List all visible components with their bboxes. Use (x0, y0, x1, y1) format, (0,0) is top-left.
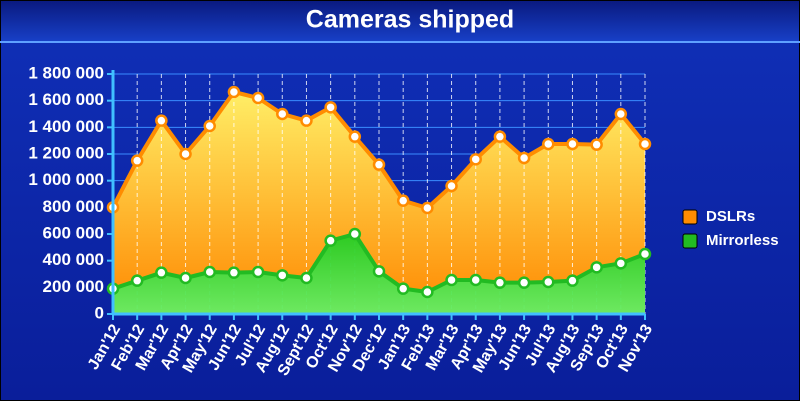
data-point (155, 114, 168, 127)
data-point (445, 179, 458, 193)
data-point (517, 151, 531, 165)
data-point (276, 107, 289, 121)
data-point (590, 138, 603, 151)
data-point (251, 91, 265, 105)
data-point (324, 101, 337, 114)
data-point (251, 265, 265, 279)
data-point (372, 265, 386, 278)
y-tick-label: 0 (95, 303, 104, 322)
data-point (638, 247, 652, 261)
y-tick-label: 1 200 000 (28, 143, 104, 162)
data-point (421, 201, 434, 215)
y-tick-label: 400 000 (43, 250, 104, 269)
data-point (469, 273, 482, 287)
y-tick-label: 600 000 (43, 223, 104, 242)
data-point (517, 276, 531, 289)
data-point (227, 266, 241, 279)
data-point (227, 85, 241, 99)
data-point (396, 282, 410, 295)
legend-label: DSLRs (706, 208, 755, 225)
y-tick-label: 800 000 (43, 197, 104, 216)
data-point (203, 265, 216, 279)
data-point (348, 227, 362, 241)
data-point (421, 285, 434, 299)
data-point (566, 274, 579, 287)
data-point (542, 137, 555, 151)
data-point (203, 119, 216, 133)
data-point (300, 271, 313, 285)
data-point (614, 257, 628, 270)
data-point (130, 274, 144, 287)
data-point (396, 194, 410, 207)
data-point (469, 153, 482, 166)
data-point (300, 114, 313, 127)
data-point (638, 137, 652, 151)
data-point (566, 137, 579, 151)
data-point (179, 147, 192, 161)
data-point (493, 130, 507, 143)
y-tick-label: 1 800 000 (28, 63, 104, 82)
data-point (590, 261, 603, 274)
chart-title: Cameras shipped (306, 6, 514, 34)
data-point (324, 234, 337, 247)
data-point (372, 158, 386, 171)
y-tick-label: 1 400 000 (28, 117, 104, 136)
data-point (179, 271, 192, 285)
legend-swatch (682, 209, 698, 225)
data-point (276, 269, 289, 282)
legend-label: Mirrorless (706, 232, 779, 249)
y-tick-label: 1 000 000 (28, 170, 104, 189)
data-point (445, 273, 458, 287)
data-point (542, 275, 555, 289)
data-point (130, 154, 144, 167)
data-point (348, 130, 362, 143)
y-tick-label: 200 000 (43, 277, 104, 296)
data-point (614, 107, 628, 121)
title-bar (1, 1, 799, 42)
legend-swatch (682, 233, 698, 249)
data-point (493, 276, 507, 289)
y-tick-label: 1 600 000 (28, 90, 104, 109)
data-point (155, 266, 168, 279)
